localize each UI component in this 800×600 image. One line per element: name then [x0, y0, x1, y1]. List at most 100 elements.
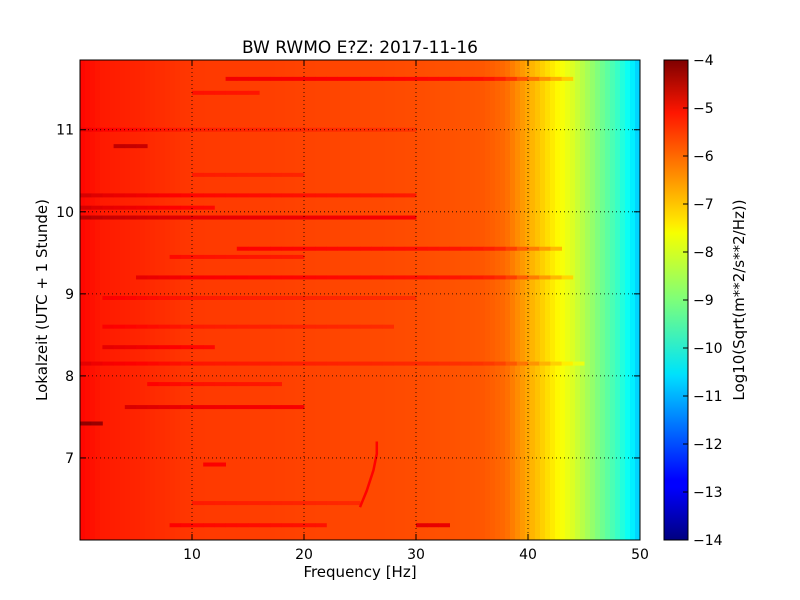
heatmap-band — [304, 193, 316, 198]
colorbar-tick-label: −4 — [693, 53, 714, 69]
heatmap-band — [91, 361, 103, 366]
heatmap-band — [225, 215, 238, 220]
heatmap-band — [393, 193, 406, 198]
heatmap-band — [192, 382, 204, 387]
heatmap-band — [360, 361, 372, 366]
heatmap-band — [136, 127, 148, 132]
heatmap-band — [124, 361, 137, 366]
heatmap-band — [427, 275, 439, 280]
heatmap-band — [192, 127, 204, 132]
heatmap-band — [248, 90, 260, 95]
heatmap-band — [259, 215, 271, 220]
heatmap-band — [292, 127, 305, 132]
heatmap-band — [270, 193, 282, 198]
heatmap-band — [292, 324, 305, 329]
heatmap-band — [136, 144, 148, 149]
heatmap-band — [483, 76, 495, 81]
heatmap-column — [80, 60, 86, 540]
heatmap-band — [147, 382, 159, 387]
heatmap-column — [430, 60, 436, 540]
heatmap-band — [236, 361, 249, 366]
heatmap-band — [124, 405, 137, 410]
heatmap-band — [214, 501, 226, 506]
heatmap-band — [561, 76, 574, 81]
heatmap-column — [105, 60, 111, 540]
heatmap-band — [147, 295, 159, 300]
heatmap-band — [236, 275, 249, 280]
heatmap-column — [215, 60, 221, 540]
heatmap-band — [158, 382, 170, 387]
heatmap-band — [192, 193, 204, 198]
heatmap-band — [281, 215, 294, 220]
heatmap-column — [170, 60, 176, 540]
heatmap-column — [275, 60, 281, 540]
heatmap-band — [124, 215, 137, 220]
heatmap-band — [225, 523, 238, 528]
heatmap-band — [180, 361, 193, 366]
heatmap-band — [550, 275, 562, 280]
heatmap-band — [360, 215, 372, 220]
heatmap-band — [214, 215, 226, 220]
heatmap-column — [155, 60, 161, 540]
heatmap-band — [528, 76, 540, 81]
heatmap-column — [305, 60, 311, 540]
heatmap-band — [192, 215, 204, 220]
heatmap-band — [236, 405, 249, 410]
heatmap-band — [203, 90, 215, 95]
heatmap-band — [449, 361, 462, 366]
heatmap-band — [460, 76, 473, 81]
heatmap-column — [450, 60, 456, 540]
heatmap-column — [185, 60, 191, 540]
heatmap-band — [136, 205, 148, 210]
heatmap-band — [158, 205, 170, 210]
heatmap-column — [540, 60, 546, 540]
heatmap-band — [382, 324, 394, 329]
heatmap-column — [595, 60, 601, 540]
heatmap-band — [225, 382, 238, 387]
heatmap-band — [416, 523, 428, 528]
heatmap-band — [259, 275, 271, 280]
heatmap-band — [304, 361, 316, 366]
heatmap-column — [130, 60, 136, 540]
heatmap-band — [169, 205, 182, 210]
heatmap-band — [214, 382, 226, 387]
heatmap-band — [203, 172, 215, 177]
heatmap-column — [625, 60, 631, 540]
heatmap-column — [265, 60, 271, 540]
heatmap-band — [180, 205, 193, 210]
x-tick-label: 10 — [183, 547, 201, 563]
heatmap-band — [393, 275, 406, 280]
heatmap-column — [325, 60, 331, 540]
heatmap-column — [240, 60, 246, 540]
heatmap-band — [315, 523, 327, 528]
heatmap-column — [330, 60, 336, 540]
heatmap-band — [281, 193, 294, 198]
heatmap-band — [248, 324, 260, 329]
heatmap-band — [203, 501, 215, 506]
heatmap-band — [236, 382, 249, 387]
heatmap-band — [348, 76, 361, 81]
heatmap-band — [292, 295, 305, 300]
heatmap-column — [635, 60, 640, 540]
heatmap-column — [455, 60, 461, 540]
heatmap-band — [192, 405, 204, 410]
heatmap-band — [516, 361, 529, 366]
heatmap-column — [95, 60, 101, 540]
heatmap-band — [236, 172, 249, 177]
heatmap-band — [315, 275, 327, 280]
heatmap-band — [203, 361, 215, 366]
heatmap-column — [435, 60, 441, 540]
heatmap-band — [136, 405, 148, 410]
heatmap-band — [225, 193, 238, 198]
heatmap-band — [214, 172, 226, 177]
heatmap-band — [393, 215, 406, 220]
heatmap-column — [505, 60, 511, 540]
heatmap-column — [145, 60, 151, 540]
heatmap-band — [236, 193, 249, 198]
heatmap-band — [427, 523, 439, 528]
heatmap-band — [214, 275, 226, 280]
heatmap-band — [337, 324, 350, 329]
heatmap-band — [236, 90, 249, 95]
heatmap-band — [248, 193, 260, 198]
heatmap-band — [80, 421, 92, 426]
